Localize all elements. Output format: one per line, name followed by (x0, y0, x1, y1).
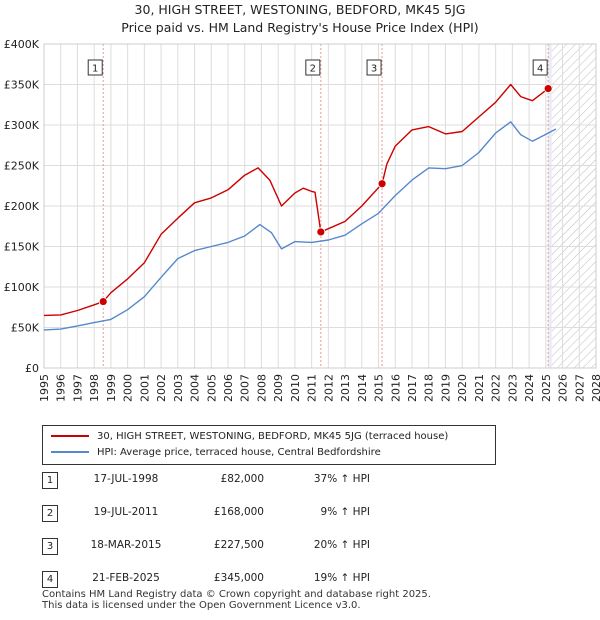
sale-price: £227,500 (213, 539, 264, 551)
sale-number-box (305, 59, 321, 76)
sale-number-badge: 1 (42, 472, 58, 489)
sale-point (377, 179, 387, 189)
sale-hpi-change: 20% ↑ HPI (313, 539, 370, 551)
y-tick-label: £50K (11, 322, 40, 335)
footer-licence: This data is licensed under the Open Gov… (42, 600, 361, 611)
sale-number-badge: 3 (42, 538, 58, 555)
y-tick-label: £100K (4, 281, 40, 294)
sale-hpi-change: 19% ↑ HPI (313, 572, 370, 584)
sale-point (316, 227, 326, 237)
sale-point (98, 297, 108, 306)
y-tick-label: £350K (4, 79, 40, 92)
x-tick-label: 2026 (557, 374, 570, 402)
sale-row: 1 17-JUL-1998 £82,000 37% ↑ HPI (42, 472, 382, 490)
y-tick-label: £200K (4, 200, 40, 213)
sale-price: £82,000 (220, 473, 264, 485)
sale-date: 21-FEB-2025 (92, 572, 160, 584)
x-tick-label: 2023 (506, 374, 519, 402)
x-tick-label: 2025 (540, 374, 553, 402)
sale-row: 4 21-FEB-2025 £345,000 19% ↑ HPI (42, 571, 382, 589)
x-tick-label: 1995 (38, 374, 51, 402)
sale-number-label: 2 (310, 64, 316, 75)
sale-number-label: 3 (371, 64, 377, 75)
legend-label-hpi: HPI: Average price, terraced house, Cent… (97, 447, 381, 458)
legend-label-property: 30, HIGH STREET, WESTONING, BEDFORD, MK4… (97, 431, 449, 442)
y-tick-label: £0 (25, 362, 39, 375)
x-tick-label: 2004 (189, 374, 202, 402)
x-tick-label: 2013 (339, 374, 352, 402)
series-line-hpi (43, 121, 557, 331)
x-tick-label: 2003 (172, 374, 185, 402)
price-chart: 1 2 3 4 £0 £50K £100K £150K £200K £250K £300K £350K… (4, 38, 600, 402)
sale-row: 3 18-MAR-2015 £227,500 20% ↑ HPI (42, 538, 382, 556)
y-tick-label: £400K (4, 38, 40, 51)
x-tick-label: 2014 (356, 374, 369, 402)
chart-legend: 30, HIGH STREET, WESTONING, BEDFORD, MK4… (42, 425, 496, 465)
x-tick-label: 2009 (272, 374, 285, 402)
x-tick-label: 2000 (122, 374, 135, 402)
x-tick-label: 2027 (573, 374, 586, 402)
sale-hpi-change: 9% ↑ HPI (320, 506, 370, 518)
x-tick-label: 2019 (439, 374, 452, 402)
legend-swatch-property (51, 435, 89, 437)
x-tick-label: 1997 (71, 374, 84, 402)
sale-date: 19-JUL-2011 (93, 506, 159, 518)
x-tick-label: 2001 (138, 374, 151, 402)
y-tick-label: £150K (4, 241, 40, 254)
sale-number-label: 1 (92, 64, 98, 75)
x-tick-label: 2012 (322, 374, 335, 402)
chart-subtitle: Price paid vs. HM Land Registry's House … (121, 20, 479, 35)
sale-number-badge: 2 (42, 505, 58, 522)
x-tick-label: 2002 (155, 374, 168, 402)
sale-number-label: 4 (537, 64, 543, 75)
plot-frame (43, 43, 597, 369)
x-tick-label: 2011 (306, 374, 319, 402)
x-tick-label: 2007 (239, 374, 252, 402)
sale-number-box (532, 59, 548, 76)
x-tick-label: 2006 (222, 374, 235, 402)
x-tick-label: 2005 (205, 374, 218, 402)
legend-swatch-hpi (51, 451, 89, 453)
x-tick-label: 2021 (473, 374, 486, 402)
chart-title: 30, HIGH STREET, WESTONING, BEDFORD, MK4… (134, 2, 466, 17)
sale-hpi-change: 37% ↑ HPI (313, 473, 370, 485)
x-tick-label: 1998 (88, 374, 101, 402)
series-line-property (43, 83, 553, 317)
sale-number-box (366, 59, 382, 76)
x-tick-label: 2028 (590, 374, 600, 402)
sale-price: £168,000 (213, 506, 264, 518)
legend-item-hpi: HPI: Average price, terraced house, Cent… (51, 447, 381, 458)
x-tick-label: 1996 (55, 374, 68, 402)
y-tick-label: £300K (4, 119, 40, 132)
sale-number-box (87, 59, 103, 76)
x-tick-label: 2010 (289, 374, 302, 402)
x-tick-label: 2022 (490, 374, 503, 402)
legend-item-property: 30, HIGH STREET, WESTONING, BEDFORD, MK4… (51, 431, 448, 442)
sale-row: 2 19-JUL-2011 £168,000 9% ↑ HPI (42, 505, 382, 523)
footer: Contains HM Land Registry data © Crown c… (42, 589, 431, 611)
x-tick-label: 2017 (406, 374, 419, 402)
footer-copyright: Contains HM Land Registry data © Crown c… (42, 589, 431, 600)
x-tick-label: 2024 (523, 374, 536, 402)
x-tick-label: 2020 (456, 374, 469, 402)
sale-point (543, 84, 553, 93)
x-tick-label: 2016 (389, 374, 402, 402)
x-tick-label: 2008 (255, 374, 268, 402)
sale-date: 18-MAR-2015 (90, 539, 162, 551)
x-tick-label: 1999 (105, 374, 118, 402)
sale-price: £345,000 (213, 572, 264, 584)
x-tick-label: 2018 (423, 374, 436, 402)
sale-date: 17-JUL-1998 (93, 473, 159, 485)
x-tick-label: 2015 (373, 374, 386, 402)
y-tick-label: £250K (4, 160, 40, 173)
sale-number-badge: 4 (42, 571, 58, 588)
